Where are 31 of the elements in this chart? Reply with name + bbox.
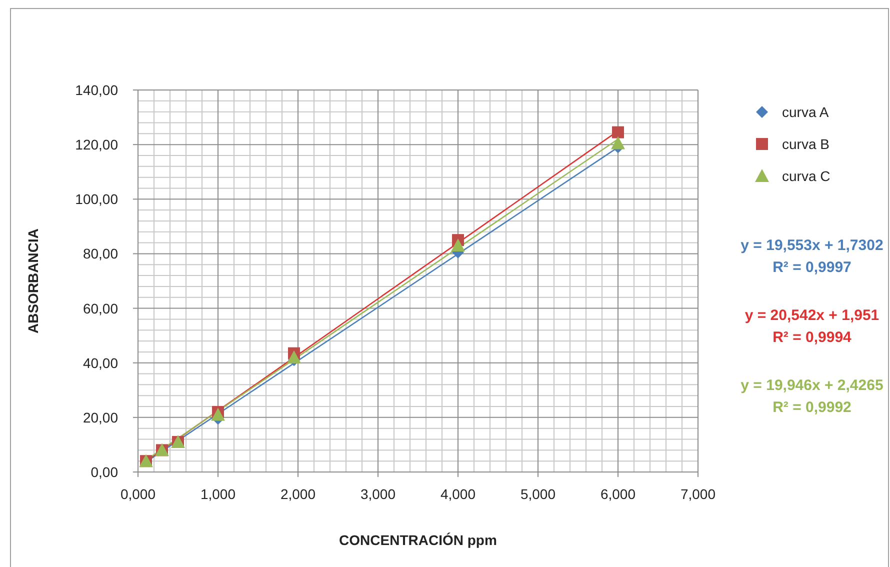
- y-tick-label: 140,00: [75, 82, 118, 98]
- legend-label: curva A: [782, 104, 830, 120]
- text: y = 20,542x + 1,951: [744, 307, 880, 324]
- point: [451, 238, 465, 252]
- x-tick-label: 4,000: [440, 486, 476, 502]
- point: [612, 126, 624, 138]
- x-tick-label: 1,000: [200, 486, 236, 502]
- y-axis-title: ABSORBANCIA: [25, 228, 41, 334]
- y-tick-label: 20,00: [82, 409, 118, 426]
- y-tick-label: 80,00: [82, 246, 118, 262]
- x-tick-label: 5,000: [520, 486, 556, 502]
- point: [211, 408, 225, 421]
- legend-label: curva B: [782, 136, 830, 152]
- x-tick-label: 3,000: [360, 486, 396, 502]
- x-tick-label: 7,000: [680, 486, 716, 502]
- x-tick-label: 0,000: [120, 486, 156, 502]
- legend-label: curva C: [782, 168, 830, 184]
- x-axis-title: CONCENTRACIÓN ppm: [339, 532, 497, 548]
- y-tick-label: 100,00: [75, 191, 118, 208]
- y-tick-label: 40,00: [82, 354, 118, 371]
- text: R² = 0,9997: [772, 259, 852, 276]
- y-tick-label: 60,00: [82, 300, 118, 316]
- point: [611, 136, 625, 150]
- text: y = 19,553x + 1,7302: [740, 237, 884, 254]
- text: y = 19,946x + 2,4265: [740, 377, 884, 394]
- x-tick-label: 2,000: [280, 486, 316, 502]
- text: R² = 0,9994: [772, 329, 852, 346]
- x-tick-label: 6,000: [600, 486, 636, 502]
- text: R² = 0,9992: [772, 399, 852, 416]
- y-tick-label: 120,00: [75, 136, 118, 153]
- y-tick-label: 0,00: [90, 464, 118, 480]
